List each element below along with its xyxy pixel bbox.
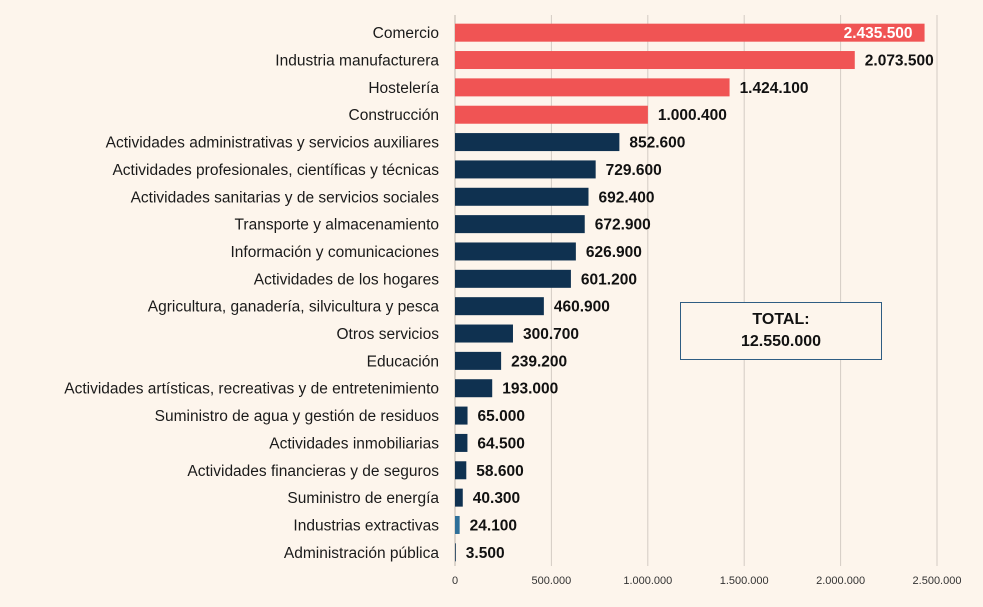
category-label: Construcción [349,107,439,124]
x-tick-label: 1.000.000 [623,575,672,587]
category-label: Hostelería [368,80,439,97]
bar [455,461,467,480]
bar [455,23,925,42]
bar [455,160,596,179]
category-label: Agricultura, ganadería, silvicultura y p… [148,299,440,316]
data-label: 3.500 [466,545,505,562]
data-label: 239.200 [511,353,567,370]
category-label: Educación [367,353,439,370]
category-label: Actividades sanitarias y de servicios so… [131,189,440,206]
category-label: Actividades artísticas, recreativas y de… [64,381,439,398]
bar [455,433,468,452]
x-tick-label: 1.500.000 [720,575,769,587]
data-label: 2.073.500 [865,53,934,70]
bar [455,515,460,534]
x-tick-label: 2.500.000 [913,575,962,587]
bar [455,78,730,97]
bar [455,297,544,316]
data-label: 58.600 [476,463,523,480]
data-label: 2.435.500 [844,25,913,42]
bar [455,324,513,343]
category-label: Industrias extractivas [293,517,439,534]
category-label: Administración pública [284,545,439,562]
bar [455,105,648,124]
data-label: 672.900 [595,217,651,234]
x-tick-label: 2.000.000 [816,575,865,587]
category-label: Industria manufacturera [275,53,439,70]
data-label: 65.000 [478,408,525,425]
category-label: Suministro de agua y gestión de residuos [155,408,440,425]
data-label: 64.500 [477,435,524,452]
category-label: Actividades inmobiliarias [269,435,439,452]
bar [455,488,463,507]
data-label: 852.600 [629,135,685,152]
data-label: 1.424.100 [740,80,809,97]
bar [455,379,493,398]
data-label: 601.200 [581,271,637,288]
total-box: TOTAL: 12.550.000 [680,302,882,360]
category-label: Actividades de los hogares [254,271,440,288]
data-label: 300.700 [523,326,579,343]
category-label: Suministro de energía [287,490,439,507]
data-label: 692.400 [598,189,654,206]
category-label: Comercio [373,25,439,42]
x-tick-label: 500.000 [532,575,572,587]
data-label: 729.600 [606,162,662,179]
bar [455,351,502,370]
total-value: 12.550.000 [740,333,822,350]
data-label: 1.000.400 [658,107,727,124]
bar [455,187,589,206]
category-label: Actividades financieras y de seguros [187,463,439,480]
category-label: Actividades profesionales, científicas y… [112,162,439,179]
category-label: Otros servicios [337,326,440,343]
category-label: Actividades administrativas y servicios … [106,135,440,152]
data-label: 40.300 [473,490,520,507]
bar [455,269,571,288]
data-label: 460.900 [554,299,610,316]
bar [455,242,576,261]
data-label: 193.000 [502,381,558,398]
bar [455,215,585,234]
bar [455,51,855,70]
data-label: 626.900 [586,244,642,261]
category-label: Información y comunicaciones [231,244,440,261]
data-label: 24.100 [470,517,517,534]
bar [455,406,468,425]
total-label: TOTAL: [752,311,810,328]
category-label: Transporte y almacenamiento [235,217,439,234]
bar [455,543,456,562]
x-tick-label: 0 [452,575,458,587]
bar [455,133,620,152]
